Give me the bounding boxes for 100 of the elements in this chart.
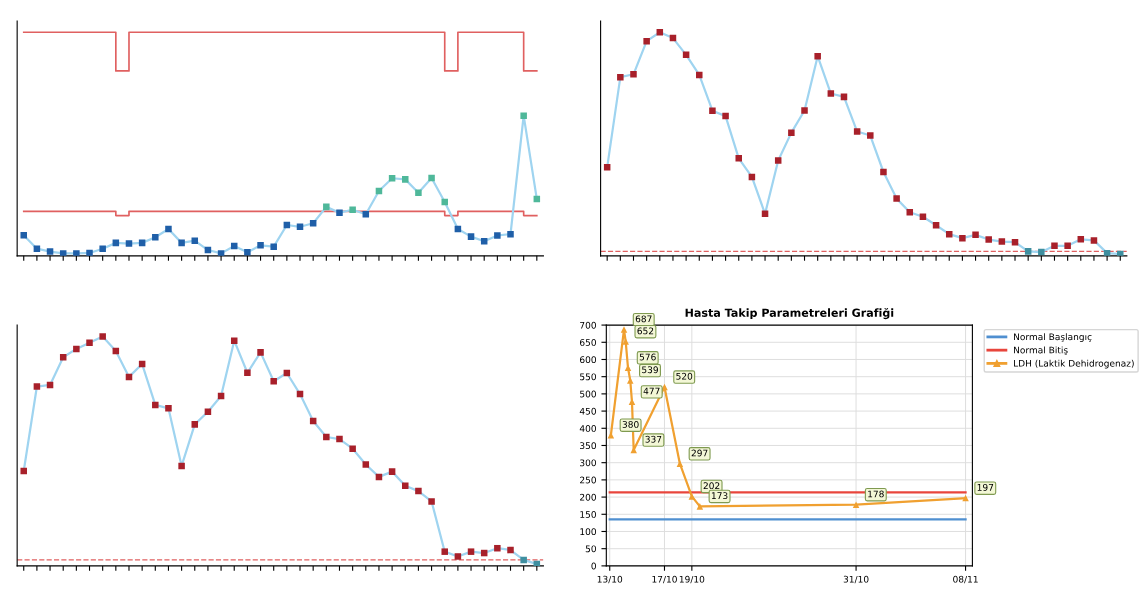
point — [480, 238, 488, 245]
point — [349, 445, 356, 452]
data-label: 297 — [691, 449, 708, 457]
point — [630, 71, 637, 78]
point — [1051, 242, 1058, 250]
point — [270, 378, 277, 385]
data-label: 520 — [676, 372, 693, 380]
x-tick-label: 31/10 — [843, 575, 869, 584]
point — [46, 248, 54, 255]
point — [415, 189, 422, 197]
x-tick-label: 19/10 — [679, 575, 705, 584]
point — [99, 245, 106, 252]
data-label: 477 — [643, 387, 660, 395]
data-label: 380 — [622, 421, 639, 428]
point — [441, 198, 448, 206]
point — [336, 435, 343, 443]
point — [270, 243, 277, 250]
point — [722, 112, 729, 120]
y-tick-label: 350 — [580, 442, 596, 450]
point — [165, 225, 172, 233]
data-label: 576 — [639, 353, 656, 361]
point — [33, 383, 41, 390]
point — [323, 433, 330, 441]
point — [906, 208, 914, 216]
point — [244, 249, 251, 256]
point — [125, 240, 133, 247]
point — [507, 230, 514, 238]
point — [709, 107, 716, 114]
data-label: 539 — [642, 366, 658, 374]
y-tick-label: 600 — [580, 356, 596, 364]
data-label: 337 — [645, 435, 662, 443]
point — [20, 467, 27, 475]
y-tick-label: 450 — [579, 407, 596, 415]
data-label: 173 — [711, 492, 728, 500]
point — [415, 487, 422, 495]
point — [388, 175, 396, 182]
point — [441, 548, 448, 555]
legend-label: LDH (Laktik Dehidrogenaz) — [1014, 359, 1134, 369]
point — [1038, 248, 1045, 256]
point — [388, 468, 396, 475]
point — [959, 234, 966, 242]
x-tick-label: 08/11 — [953, 575, 978, 584]
point — [467, 233, 475, 240]
x-tick-label: 13/10 — [597, 575, 623, 584]
point — [880, 168, 887, 176]
data-label: 197 — [977, 483, 994, 491]
data-label: 687 — [635, 315, 652, 323]
point — [494, 544, 501, 552]
point — [972, 231, 979, 239]
y-tick-label: 100 — [580, 528, 596, 536]
point — [603, 164, 611, 171]
point — [454, 553, 462, 560]
y-tick-label: 300 — [580, 459, 596, 467]
point — [1024, 248, 1032, 255]
point — [230, 337, 238, 344]
point — [152, 234, 159, 241]
point — [86, 339, 93, 346]
point — [998, 238, 1006, 245]
point — [520, 112, 527, 119]
point — [893, 195, 900, 202]
point — [178, 462, 185, 470]
point — [467, 548, 475, 555]
y-tick-label: 0 — [591, 562, 596, 570]
point — [362, 461, 370, 468]
point — [257, 349, 264, 356]
point — [323, 203, 330, 211]
point — [1090, 237, 1098, 244]
point — [814, 52, 821, 60]
point — [643, 37, 650, 45]
y-tick-label: 200 — [580, 493, 596, 501]
point — [428, 174, 435, 182]
point — [774, 157, 782, 164]
y-tick-label: 500 — [580, 390, 596, 398]
point — [533, 560, 541, 566]
point — [152, 401, 159, 409]
y-tick-label: 400 — [579, 425, 596, 432]
data-label: 178 — [868, 490, 884, 498]
point — [696, 71, 703, 79]
point — [257, 242, 264, 249]
point — [494, 232, 501, 239]
point — [402, 176, 409, 183]
point — [165, 405, 172, 412]
y-tick-label: 550 — [580, 373, 596, 381]
point — [178, 239, 185, 247]
data-label: 202 — [703, 482, 720, 490]
point — [801, 107, 808, 114]
x-tick-label: 17/10 — [652, 575, 677, 584]
point — [99, 333, 106, 340]
point — [20, 232, 27, 239]
point — [788, 129, 795, 136]
point — [73, 250, 80, 256]
point — [735, 155, 742, 162]
data-label: 652 — [637, 327, 654, 335]
point — [191, 421, 199, 428]
point — [656, 28, 664, 36]
legend-label: Normal Başlangıç — [1014, 333, 1092, 342]
point — [507, 546, 514, 554]
point — [402, 482, 409, 490]
point — [617, 73, 624, 81]
point — [1064, 242, 1071, 250]
